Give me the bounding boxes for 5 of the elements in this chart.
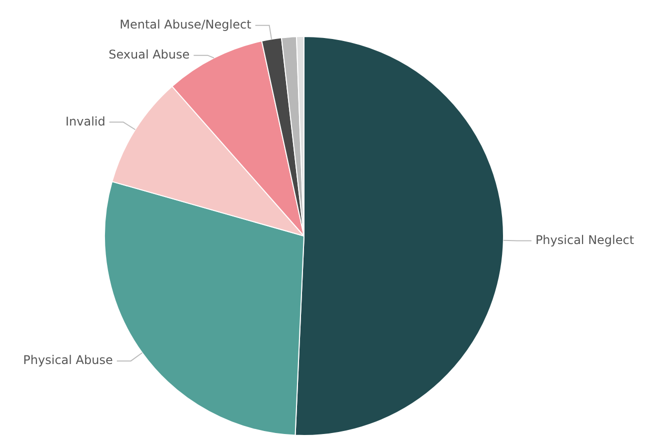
slice-label: Sexual Abuse — [108, 47, 190, 62]
slice-label: Mental Abuse/Neglect — [120, 17, 252, 32]
slice-label: Invalid — [65, 114, 106, 128]
slice-label: Physical Neglect — [535, 232, 634, 247]
slice-label: Physical Abuse — [23, 353, 113, 368]
